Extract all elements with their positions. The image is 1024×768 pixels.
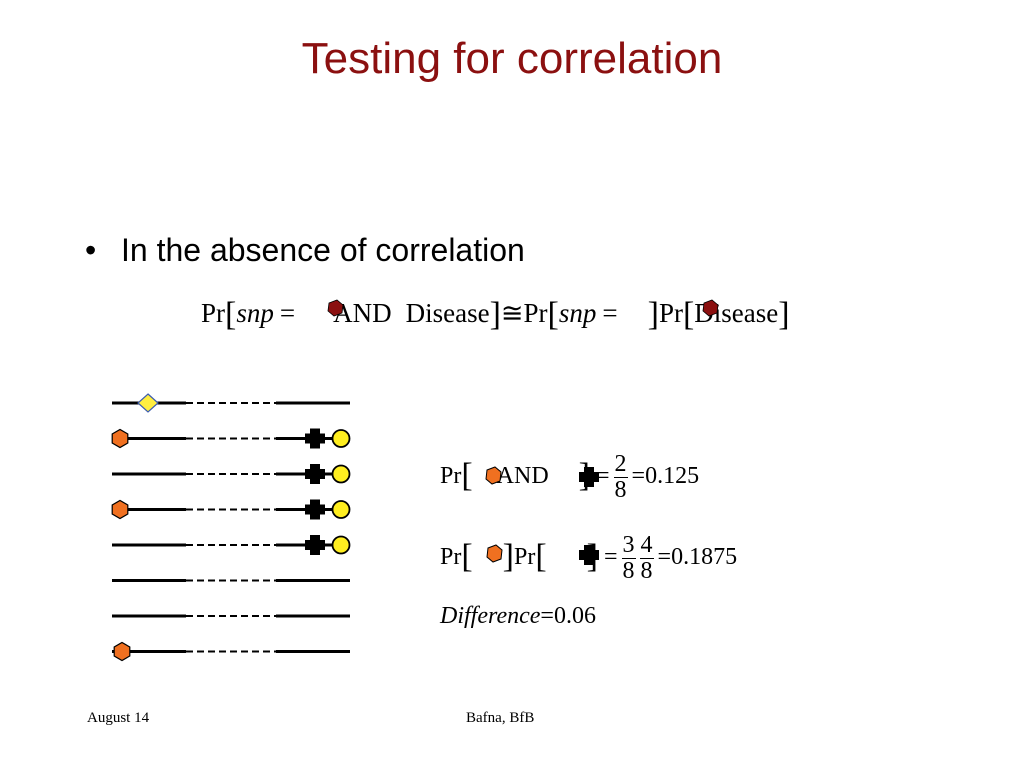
bullet-item: • In the absence of correlation [85,232,525,269]
dark-hexagon-icon [702,299,719,317]
approx-sign: ≅ [500,298,524,328]
footer-author: Bafna, BfB [466,710,535,726]
black-cross-icon [579,545,599,565]
pr-label: Pr [440,544,462,571]
formula-joint-probability: Pr[AND]=28=0.125 [440,451,700,504]
pr-label: Pr [658,298,683,328]
formula-difference: Difference=0.06 [440,604,596,628]
product-result: 0.1875 [671,544,738,571]
equals-sign: = [279,298,296,328]
yellow-circle-icon [331,500,351,519]
pr-label: Pr [440,463,462,490]
equals-sign: = [602,298,618,328]
footer-date: August 14 [87,710,150,726]
joint-result: 0.125 [645,463,700,490]
yellow-circle-icon [331,429,351,448]
bullet-text: In the absence of correlation [121,232,525,268]
bullet-dot: • [85,232,97,268]
pr-label: Pr [514,544,536,571]
slide-title: Testing for correlation [301,34,723,83]
yellow-diamond-icon [137,393,159,413]
formula-independence: Pr[snp = AND Disease]≅Pr[snp =]Pr[Disease] [201,296,790,333]
orange-hexagon-icon [113,641,131,662]
disease-label: Disease [405,298,490,328]
equals-sign: = [631,463,646,490]
dark-hexagon-icon [327,299,344,317]
yellow-circle-icon [331,535,351,555]
snp-label: snp [558,298,597,328]
black-cross-icon [305,433,325,444]
pr-label: Pr [523,298,548,328]
black-cross-icon [305,504,325,515]
orange-hexagon-icon [486,544,503,563]
equals-sign: = [540,603,554,629]
equals-sign: = [596,463,610,490]
difference-label: Difference [440,603,541,629]
and-label: AND [496,463,549,490]
orange-hexagon-icon [111,428,129,449]
pr-label: Pr [201,298,226,328]
and-label: AND [333,298,392,328]
difference-value: 0.06 [553,603,596,629]
orange-hexagon-icon [111,499,129,520]
black-cross-icon [579,467,599,487]
black-cross-icon [305,469,325,479]
equals-sign: = [604,544,618,571]
snp-label: snp [236,298,274,328]
black-cross-icon [305,540,325,550]
equals-sign: = [657,544,672,571]
yellow-circle-icon [331,464,351,484]
orange-hexagon-icon [485,466,502,485]
